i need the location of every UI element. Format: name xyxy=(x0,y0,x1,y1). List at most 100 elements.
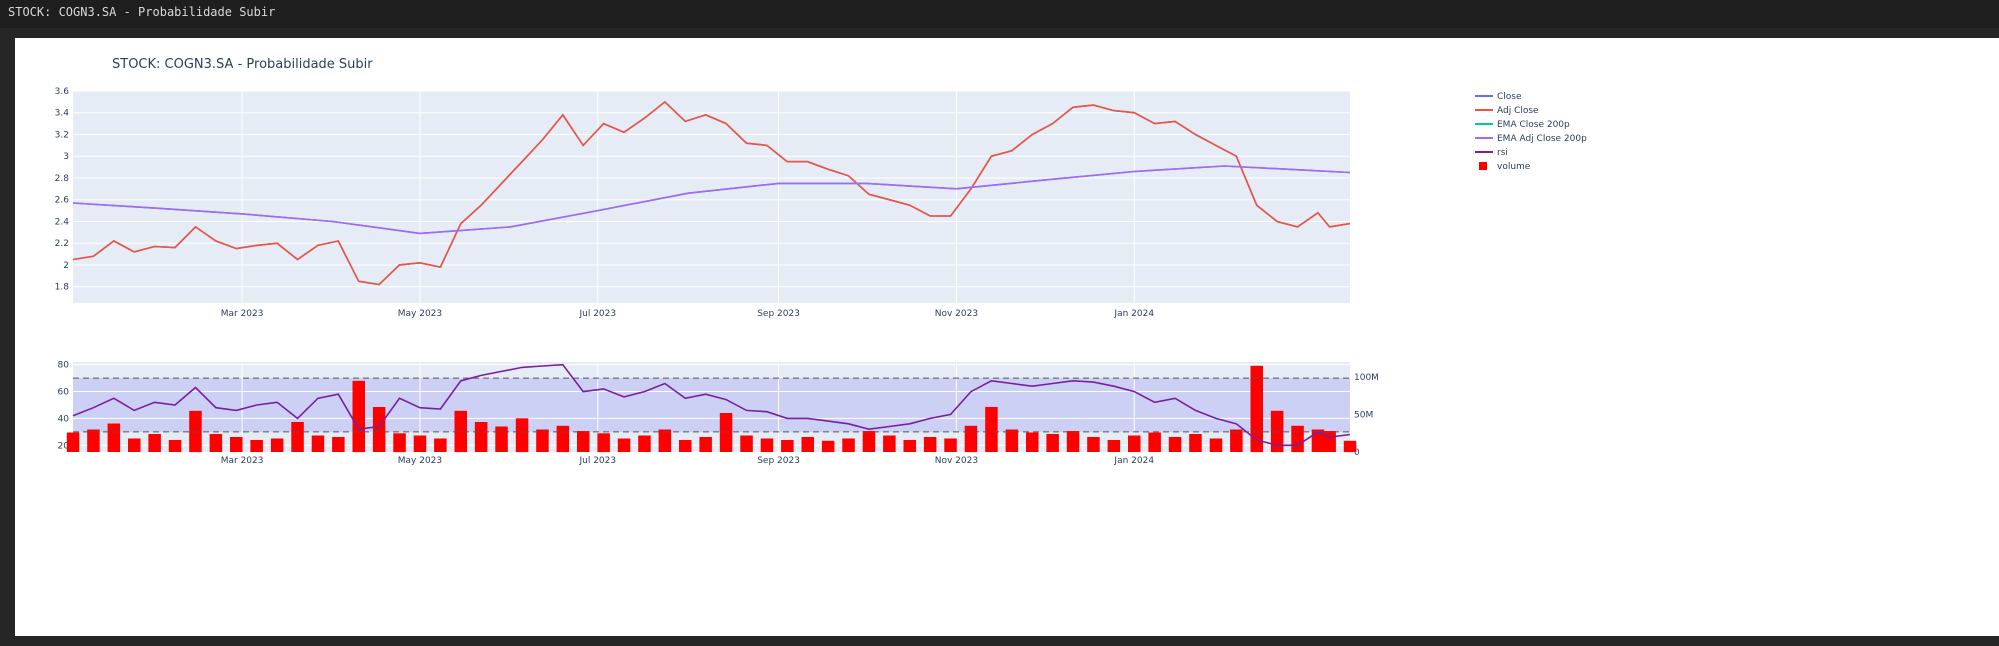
volume-bar xyxy=(66,432,80,452)
volume-bar xyxy=(230,437,243,452)
legend-label: rsi xyxy=(1497,148,1508,158)
series-line-rsi xyxy=(72,363,1351,447)
price-y-tick-label: 1.8 xyxy=(55,283,70,293)
rsi-x-tick-label: Jul 2023 xyxy=(578,456,616,466)
legend-label: Adj Close xyxy=(1497,106,1539,116)
volume-bar xyxy=(1323,431,1336,452)
volume-bar xyxy=(699,437,712,452)
volume-y-tick-label: 0 xyxy=(1354,448,1360,458)
volume-bar xyxy=(740,435,753,452)
volume-bar xyxy=(658,429,672,452)
volume-bar xyxy=(985,407,998,452)
volume-bar xyxy=(1311,429,1325,452)
rsi-x-tick-label: Mar 2023 xyxy=(221,456,264,466)
volume-bar xyxy=(393,433,406,453)
price-y-tick-label: 3 xyxy=(63,152,69,162)
chart-title: STOCK: COGN3.SA - Probabilidade Subir xyxy=(112,57,373,72)
volume-bar xyxy=(679,440,692,452)
price-x-tick-label: Mar 2023 xyxy=(221,309,264,319)
volume-bar xyxy=(128,438,141,452)
volume-bar xyxy=(1148,432,1161,452)
volume-bar xyxy=(1046,434,1059,452)
price-x-tick-label: Jul 2023 xyxy=(578,309,616,319)
volume-bar xyxy=(781,440,794,452)
volume-y-tick-label: 100M xyxy=(1354,373,1379,383)
volume-bar xyxy=(434,438,447,452)
volume-bar xyxy=(372,407,386,452)
legend-label: EMA Close 200p xyxy=(1497,120,1570,130)
volume-bar xyxy=(597,433,610,453)
volume-bar xyxy=(495,426,508,452)
volume-bar xyxy=(903,440,916,452)
volume-bar xyxy=(556,425,570,453)
rsi-y-tick-label: 60 xyxy=(58,388,70,398)
volume-bar xyxy=(1026,432,1039,452)
price-x-tick-label: Jan 2024 xyxy=(1113,309,1154,319)
rsi-x-tick-label: Jan 2024 xyxy=(1113,456,1154,466)
volume-bar xyxy=(842,438,855,452)
price-y-tick-label: 2.2 xyxy=(55,239,69,249)
rsi-y-tick-label: 80 xyxy=(58,361,70,371)
volume-bar xyxy=(1291,425,1304,453)
price-x-tick-label: May 2023 xyxy=(398,309,442,319)
volume-bar xyxy=(474,422,488,452)
price-y-tick-label: 2.4 xyxy=(55,217,70,227)
volume-bar xyxy=(719,413,733,452)
rsi-band xyxy=(73,378,1350,432)
volume-bar xyxy=(148,434,161,452)
volume-bar xyxy=(760,438,774,452)
volume-bar xyxy=(821,440,835,453)
volume-bar xyxy=(883,435,896,452)
volume-bar xyxy=(311,435,325,452)
volume-bar xyxy=(332,437,345,452)
volume-bar xyxy=(964,425,978,453)
volume-bar xyxy=(1107,440,1121,452)
rsi-x-tick-label: May 2023 xyxy=(398,456,442,466)
volume-bar xyxy=(250,440,263,452)
volume-bar xyxy=(1343,440,1357,453)
window-title: STOCK: COGN3.SA - Probabilidade Subir xyxy=(8,5,276,19)
legend-label: EMA Adj Close 200p xyxy=(1497,134,1587,144)
price-plot-background xyxy=(73,91,1350,303)
legend-label: volume xyxy=(1497,162,1531,172)
price-y-tick-label: 2.8 xyxy=(55,174,70,184)
volume-bar xyxy=(638,435,651,452)
volume-bar xyxy=(291,422,304,452)
price-y-tick-label: 3.6 xyxy=(55,87,70,97)
price-y-tick-label: 2.6 xyxy=(55,196,70,206)
volume-bar xyxy=(107,423,121,452)
chart-svg: STOCK: COGN3.SA - Probabilidade Subir 1.… xyxy=(55,57,1587,466)
series-line-adj-close xyxy=(72,100,1351,286)
legend-label: Close xyxy=(1497,92,1522,102)
price-y-tick-label: 3.4 xyxy=(55,109,70,119)
volume-bar xyxy=(352,380,365,453)
volume-bar xyxy=(1087,437,1100,452)
volume-bar xyxy=(536,429,549,452)
volume-bar xyxy=(1230,429,1243,452)
legend-swatch-volume xyxy=(1479,162,1487,170)
volume-y-tick-label: 50M xyxy=(1354,411,1373,421)
volume-bar xyxy=(923,437,937,452)
volume-bar xyxy=(209,434,223,452)
volume-bar xyxy=(801,437,814,452)
series-line-ema-adj-close-200p xyxy=(72,165,1351,235)
volume-bar xyxy=(944,438,957,452)
volume-bar xyxy=(1250,365,1263,453)
volume-bar xyxy=(1209,438,1223,452)
volume-bar xyxy=(1128,435,1141,452)
price-y-tick-label: 2 xyxy=(63,261,69,271)
volume-bar xyxy=(1189,434,1202,452)
volume-bar xyxy=(617,438,631,452)
volume-bar xyxy=(413,435,427,452)
rsi-x-tick-label: Sep 2023 xyxy=(757,456,800,466)
price-x-tick-label: Sep 2023 xyxy=(757,309,800,319)
window-title-bar: STOCK: COGN3.SA - Probabilidade Subir xyxy=(0,0,1999,28)
price-x-tick-label: Nov 2023 xyxy=(935,309,978,319)
volume-bar xyxy=(577,431,590,452)
volume-bar xyxy=(168,440,182,452)
volume-bar xyxy=(87,429,100,452)
volume-bar xyxy=(1066,431,1080,452)
volume-bar xyxy=(515,418,529,453)
price-y-tick-label: 3.2 xyxy=(55,130,69,140)
volume-bar xyxy=(454,410,467,453)
